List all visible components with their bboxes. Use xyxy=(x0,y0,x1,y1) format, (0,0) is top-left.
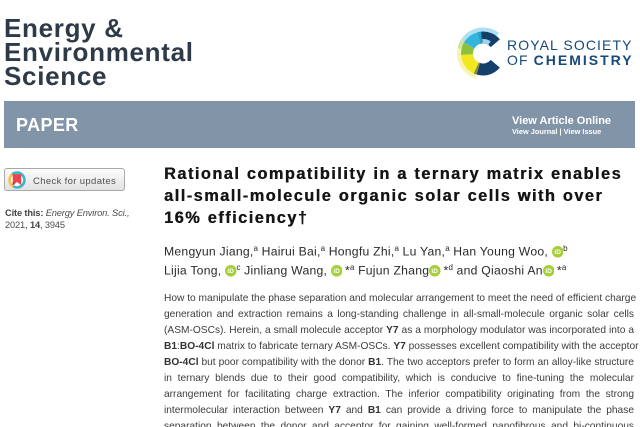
svg-text:iD: iD xyxy=(432,268,439,275)
svg-text:iD: iD xyxy=(333,268,340,275)
svg-text:iD: iD xyxy=(554,249,561,256)
svg-text:iD: iD xyxy=(227,268,234,275)
svg-text:iD: iD xyxy=(545,268,552,275)
